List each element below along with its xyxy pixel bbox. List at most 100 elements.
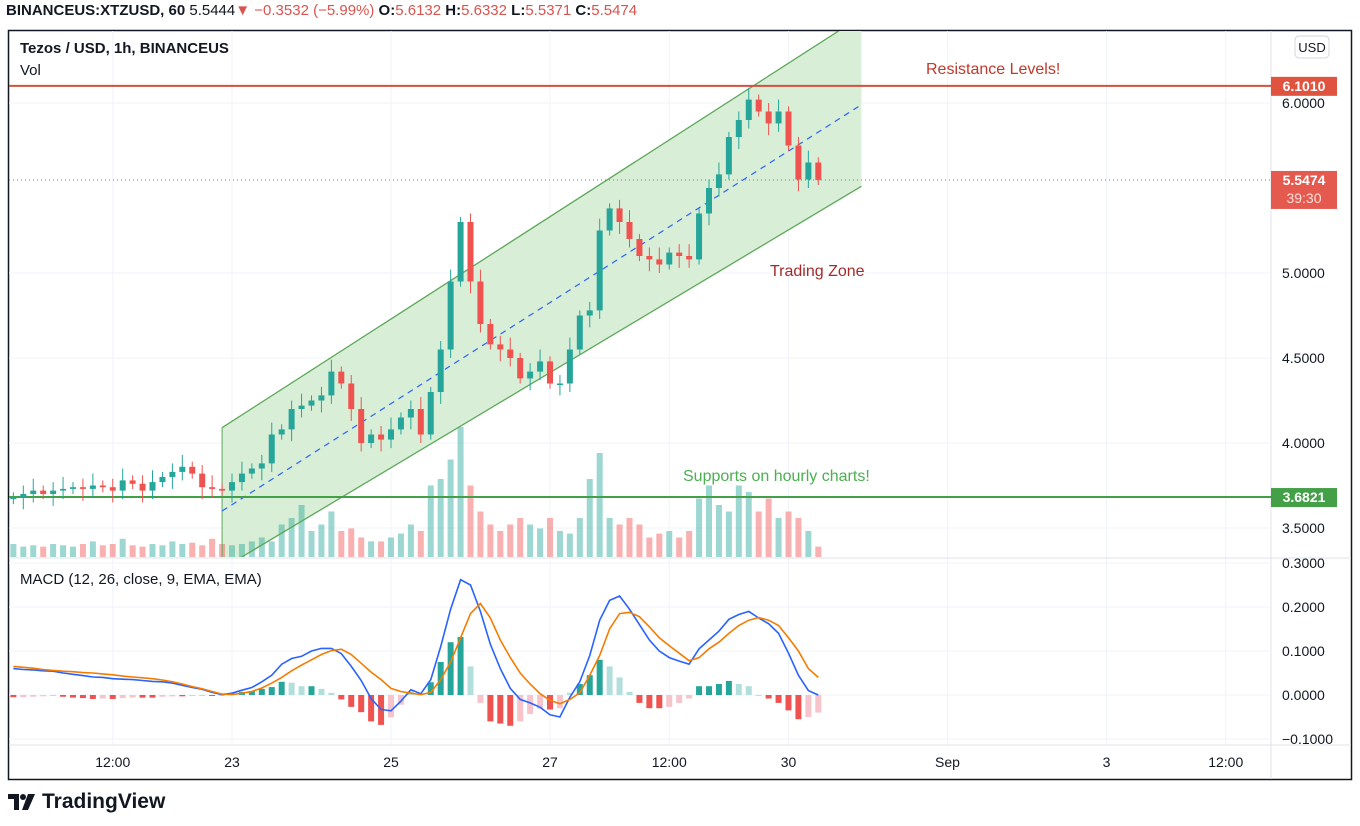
- macd-histogram-bar: [517, 695, 524, 722]
- candle-body: [348, 383, 355, 409]
- candle-body: [566, 349, 573, 384]
- candle-body: [169, 471, 176, 477]
- channel-lower-line[interactable]: [222, 185, 862, 569]
- macd-histogram-bar: [70, 695, 76, 698]
- trading-zone-fill: [222, 31, 862, 557]
- macd-histogram-bar: [149, 695, 156, 698]
- price-axis[interactable]: 6.0000 5.0000 4.5000 4.0000 3.5000: [1282, 95, 1325, 536]
- macd-histogram-bar: [40, 695, 47, 697]
- candle-body: [676, 252, 683, 256]
- price-change: −0.3532 (−5.99%): [254, 2, 375, 19]
- candle-body: [477, 281, 484, 324]
- volume-bar: [129, 545, 136, 557]
- candle-body: [447, 281, 454, 350]
- macd-legend: MACD (12, 26, close, 9, EMA, EMA): [20, 571, 262, 588]
- candle-body: [556, 383, 563, 385]
- volume-bar: [318, 524, 325, 557]
- candle-body: [487, 324, 494, 345]
- candle-body: [268, 434, 275, 464]
- candle-body: [378, 434, 385, 440]
- macd-line: [13, 578, 819, 718]
- price-tick-label: 3.5000: [1282, 520, 1325, 536]
- candle-body: [815, 162, 822, 180]
- tradingview-logo-icon: [8, 794, 35, 810]
- macd-histogram-bar: [119, 695, 126, 699]
- macd-histogram-bar: [576, 684, 583, 695]
- volume-bar: [805, 531, 812, 557]
- volume-bar: [139, 546, 146, 557]
- time-tick-label: Sep: [935, 754, 960, 770]
- candle-body: [457, 222, 464, 282]
- candle-body: [537, 361, 544, 372]
- volume-bar: [437, 479, 444, 557]
- macd-axis[interactable]: 0.3000 0.2000 0.1000 0.0000 −0.1000: [1282, 555, 1333, 747]
- macd-histogram-bar: [785, 695, 792, 711]
- low-value: 5.5371: [525, 2, 572, 19]
- candle-body: [507, 349, 514, 358]
- candle-body: [626, 222, 633, 239]
- volume-bar: [775, 518, 782, 557]
- volume-bar: [765, 498, 772, 557]
- volume-bar: [537, 528, 544, 557]
- trading-zone-note: Trading Zone: [770, 263, 865, 280]
- volume-bar: [715, 505, 722, 557]
- volume-bar: [666, 531, 673, 557]
- time-tick-label: 30: [781, 754, 797, 770]
- last-price-value: 5.5474: [1283, 172, 1326, 188]
- macd-histogram-bar: [556, 695, 563, 709]
- candle-body: [596, 230, 603, 311]
- volume-bars: [10, 427, 822, 557]
- volume-bar: [566, 533, 573, 557]
- volume-bar: [189, 542, 196, 557]
- candle-body: [139, 483, 146, 491]
- macd-histogram-bar: [676, 695, 683, 703]
- last-price: 5.5444: [189, 2, 236, 19]
- macd-histogram-bar: [109, 695, 116, 699]
- volume-bar: [288, 518, 295, 557]
- candle-body: [338, 371, 345, 384]
- bar-countdown: 39:30: [1286, 190, 1321, 206]
- macd-histogram-bar: [10, 695, 17, 698]
- volume-bar: [696, 498, 703, 557]
- volume-bar: [735, 485, 742, 557]
- candle-body: [119, 480, 126, 491]
- volume-bar: [656, 533, 663, 557]
- volume-bar: [40, 546, 47, 557]
- volume-bar: [368, 541, 375, 557]
- candle-body: [735, 120, 742, 137]
- resistance-price-label: 6.1010: [1271, 76, 1337, 96]
- volume-bar: [646, 537, 653, 557]
- candle-body: [179, 466, 186, 472]
- macd-histogram-bar: [487, 695, 494, 722]
- macd-histogram-bar: [755, 695, 762, 696]
- volume-bar: [358, 537, 365, 557]
- macd-histogram-bar: [129, 695, 136, 698]
- macd-histogram-bar: [159, 695, 166, 697]
- candle-body: [159, 477, 166, 483]
- candle-body: [258, 463, 265, 469]
- channel-mid-line[interactable]: [221, 104, 862, 512]
- volume-bar: [169, 541, 176, 557]
- macd-histogram-bar: [288, 682, 295, 695]
- last-price-label: 5.5474 39:30: [1271, 170, 1337, 209]
- macd-histogram-bar: [775, 695, 782, 703]
- time-tick-label: 12:00: [1208, 754, 1243, 770]
- time-axis[interactable]: 12:00 23 25 27 12:00 30 Sep 3 12:00: [95, 754, 1243, 770]
- volume-bar: [60, 545, 67, 557]
- macd-histogram-bar: [20, 695, 27, 698]
- volume-bar: [527, 524, 534, 557]
- tradingview-logo[interactable]: TradingView: [8, 790, 165, 814]
- macd-histogram-bar: [805, 695, 812, 717]
- volume-bar: [79, 544, 86, 557]
- candle-body: [467, 222, 474, 282]
- macd-histogram-bar: [258, 688, 265, 695]
- currency-button[interactable]: USD: [1294, 35, 1330, 59]
- candle-body: [50, 490, 57, 494]
- macd-histogram-bar: [666, 695, 673, 707]
- candle-body: [248, 468, 255, 474]
- candle-body: [189, 466, 196, 474]
- volume-bar: [507, 524, 514, 557]
- volume-bar: [586, 479, 593, 557]
- candle-body: [99, 485, 106, 488]
